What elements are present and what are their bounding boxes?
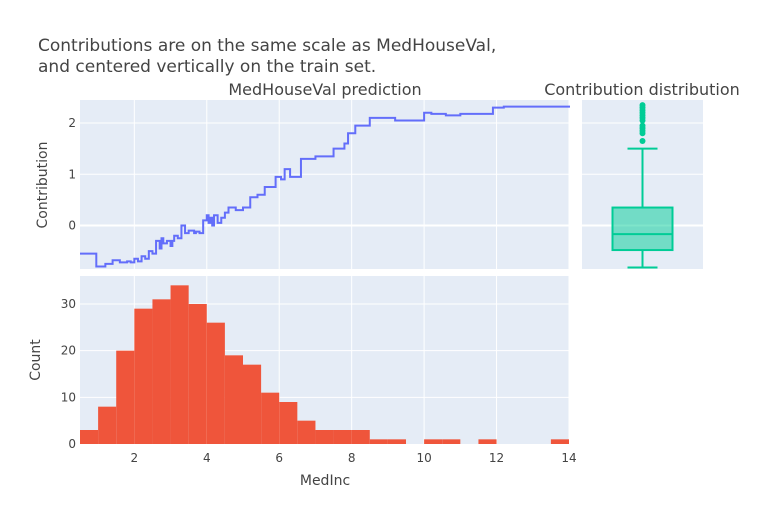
histogram-x-tick-label: 4	[203, 451, 211, 465]
histogram-bar	[206, 322, 225, 444]
histogram-y-axis-title: Count	[28, 339, 44, 381]
box-outlier-point	[639, 122, 646, 129]
histogram-bar	[442, 439, 461, 444]
figure-title-line-1: Contributions are on the same scale as M…	[38, 36, 496, 56]
histogram-bar	[279, 402, 298, 444]
histogram-bar	[387, 439, 406, 444]
histogram-x-tick-label: 14	[561, 451, 576, 465]
box-iqr	[611, 206, 674, 252]
line-y-tick-label: 2	[68, 116, 76, 130]
histogram-bar	[369, 439, 388, 444]
histogram-bar	[315, 430, 334, 444]
histogram-bar	[116, 350, 135, 444]
histogram-y-tick-labels: 0 10 20 30	[61, 297, 76, 451]
histogram-bar	[170, 285, 189, 444]
line-y-tick-labels: 0 1 2	[68, 116, 76, 232]
prediction-line-layer	[80, 105, 570, 268]
histogram-x-tick-label: 2	[131, 451, 139, 465]
histogram-bar	[188, 304, 207, 444]
line-y-axis-title: Contribution	[35, 142, 51, 229]
box-subplot-title: Contribution distribution	[544, 80, 740, 99]
line-plot-area	[80, 100, 569, 269]
histogram-bar	[550, 439, 569, 444]
histogram-bar	[333, 430, 352, 444]
histogram-bar	[243, 364, 262, 444]
histogram-x-tick-label: 6	[275, 451, 283, 465]
histogram-x-axis-title: MedInc	[300, 473, 350, 489]
line-y-tick-label: 1	[68, 167, 76, 181]
histogram-bar	[152, 299, 171, 444]
histogram-y-tick-label: 0	[68, 437, 76, 451]
histogram-x-tick-label: 8	[348, 451, 356, 465]
histogram-bar	[80, 430, 99, 444]
histogram-bar	[351, 430, 370, 444]
histogram-bars	[80, 285, 569, 444]
line-subplot-title: MedHouseVal prediction	[228, 80, 421, 99]
histogram-bar	[297, 420, 316, 444]
box-outlier-point	[639, 137, 646, 144]
histogram-y-tick-label: 30	[61, 297, 76, 311]
histogram-x-tick-labels: 2 4 6 8 10 12 14	[131, 451, 577, 465]
histogram-y-tick-label: 10	[61, 390, 76, 404]
histogram-bar	[478, 439, 497, 444]
histogram-bar	[224, 355, 243, 444]
histogram-bar	[261, 392, 280, 444]
box-outlier-point	[639, 102, 646, 109]
histogram-y-tick-label: 20	[61, 344, 76, 358]
histogram-bar	[424, 439, 443, 444]
prediction-step-line	[80, 105, 570, 268]
histogram-bar	[98, 406, 117, 444]
line-y-tick-label: 0	[68, 218, 76, 232]
line-gridlines	[80, 100, 570, 269]
histogram-x-tick-label: 10	[416, 451, 431, 465]
box-layer	[611, 102, 674, 269]
histogram-x-tick-label: 12	[489, 451, 504, 465]
figure-title-line-2: and centered vertically on the train set…	[38, 57, 376, 77]
histogram-bar	[134, 308, 153, 444]
